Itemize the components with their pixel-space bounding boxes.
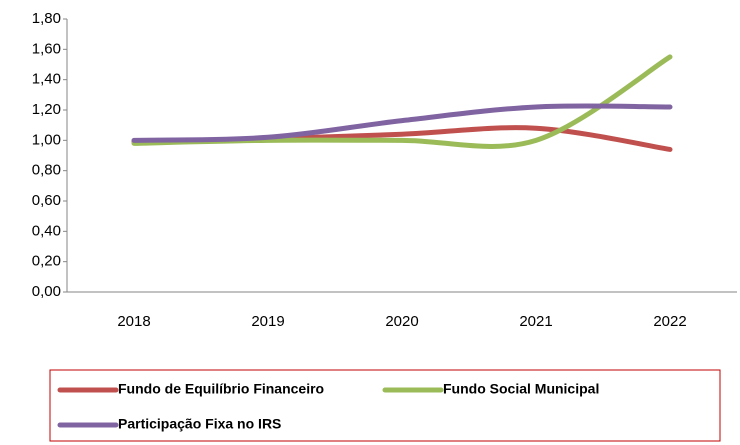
y-tick-label: 0,00 xyxy=(32,283,61,300)
x-tick-label: 2018 xyxy=(117,313,150,330)
x-tick-label: 2022 xyxy=(653,313,686,330)
legend-box xyxy=(49,369,721,442)
legend-label: Fundo Social Municipal xyxy=(443,381,599,397)
x-tick-label: 2019 xyxy=(251,313,284,330)
y-tick-label: 0,60 xyxy=(32,192,61,209)
y-tick-label: 0,20 xyxy=(32,253,61,270)
y-tick-label: 0,80 xyxy=(32,162,61,179)
legend-label: Fundo de Equilíbrio Financeiro xyxy=(118,381,324,397)
y-tick-label: 0,40 xyxy=(32,222,61,239)
series-line xyxy=(131,103,673,143)
y-tick-label: 1,00 xyxy=(32,131,61,148)
y-tick-label: 1,40 xyxy=(32,71,61,88)
x-tick-label: 2020 xyxy=(385,313,418,330)
y-tick-label: 1,80 xyxy=(32,10,61,27)
x-tick-label: 2021 xyxy=(519,313,552,330)
legend-label: Participação Fixa no IRS xyxy=(118,416,281,432)
y-tick-label: 1,60 xyxy=(32,40,61,57)
y-tick-label: 1,20 xyxy=(32,101,61,118)
